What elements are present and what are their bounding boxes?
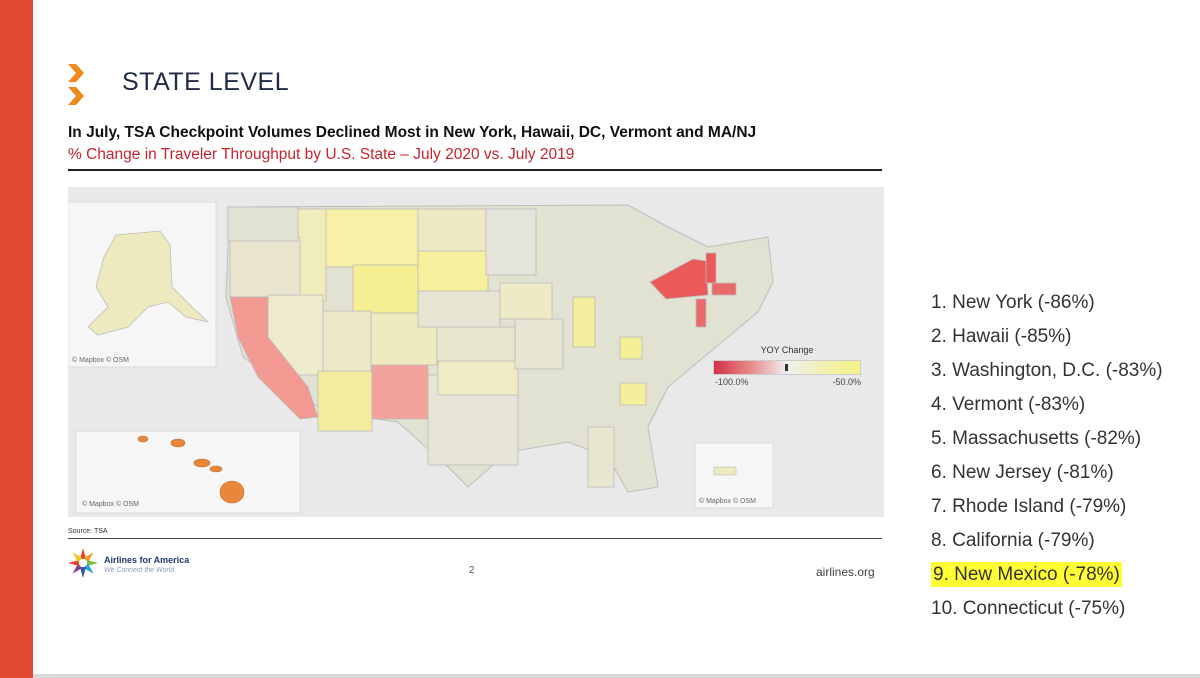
logo-name: Airlines for America bbox=[104, 555, 190, 565]
hawaii-inset bbox=[75, 430, 301, 514]
list-item: 8. California (-79%) bbox=[931, 528, 1163, 562]
list-item-text: 7. Rhode Island (-79%) bbox=[931, 496, 1127, 517]
map-canvas bbox=[68, 187, 884, 517]
legend-min-label: -100.0% bbox=[715, 377, 749, 387]
map-credit: © Mapbox © OSM bbox=[72, 357, 129, 364]
state-new-mexico bbox=[371, 364, 429, 420]
list-item-text: 9. New Mexico (-78%) bbox=[931, 562, 1122, 587]
list-item-text: 4. Vermont (-83%) bbox=[931, 394, 1086, 415]
state-south-carolina bbox=[619, 382, 647, 406]
state-california bbox=[229, 296, 319, 420]
list-item: 7. Rhode Island (-79%) bbox=[931, 494, 1163, 528]
airlines-for-america-logo-icon bbox=[68, 548, 98, 578]
map-credit: © Mapbox © OSM bbox=[699, 498, 756, 505]
list-item: 5. Massachusetts (-82%) bbox=[931, 426, 1163, 460]
choropleth-map[interactable]: © Mapbox © OSM © Mapbox © OSM © Mapbox ©… bbox=[68, 187, 884, 517]
state-north-dakota bbox=[417, 208, 487, 252]
state-ranking-list: 1. New York (-86%) 2. Hawaii (-85%) 3. W… bbox=[931, 290, 1163, 630]
state-iowa bbox=[499, 282, 553, 320]
state-wyoming bbox=[352, 264, 419, 314]
map-legend: YOY Change -100.0% -50.0% bbox=[713, 345, 863, 391]
state-west-virginia bbox=[619, 336, 643, 360]
state-missouri bbox=[514, 318, 564, 370]
legend-marker bbox=[785, 364, 788, 371]
state-south-dakota bbox=[417, 248, 489, 294]
bottom-divider bbox=[33, 674, 1200, 678]
state-kansas bbox=[436, 326, 516, 362]
accent-bar bbox=[0, 0, 33, 678]
state-hawaii bbox=[137, 435, 245, 504]
page-heading: STATE LEVEL bbox=[122, 68, 290, 96]
list-item-text: 6. New Jersey (-81%) bbox=[931, 462, 1114, 483]
state-nebraska bbox=[417, 290, 501, 328]
title-rule bbox=[68, 169, 882, 171]
list-item: 6. New Jersey (-81%) bbox=[931, 460, 1163, 494]
website-link[interactable]: airlines.org bbox=[816, 565, 875, 579]
source-note: Source: TSA bbox=[68, 528, 108, 535]
list-item-text: 5. Massachusetts (-82%) bbox=[931, 428, 1142, 449]
footer-rule bbox=[68, 538, 882, 539]
state-alaska bbox=[87, 230, 210, 336]
map-credit: © Mapbox © OSM bbox=[82, 501, 139, 508]
list-item-text: 2. Hawaii (-85%) bbox=[931, 326, 1072, 347]
logo-tagline: We Connect the World bbox=[104, 567, 175, 574]
chart-title: In July, TSA Checkpoint Volumes Declined… bbox=[68, 124, 757, 141]
list-item-text: 3. Washington, D.C. (-83%) bbox=[931, 360, 1163, 381]
list-item-text: 1. New York (-86%) bbox=[931, 292, 1095, 313]
state-washington bbox=[227, 206, 299, 242]
state-oklahoma bbox=[437, 360, 519, 396]
list-item: 2. Hawaii (-85%) bbox=[931, 324, 1163, 358]
list-item: 3. Washington, D.C. (-83%) bbox=[931, 358, 1163, 392]
territory-puerto-rico bbox=[713, 466, 737, 476]
state-utah bbox=[322, 310, 372, 372]
page-number: 2 bbox=[469, 565, 475, 576]
state-idaho bbox=[295, 208, 327, 302]
state-indiana bbox=[572, 296, 596, 348]
state-oregon bbox=[229, 236, 301, 298]
puerto-rico-inset bbox=[694, 442, 774, 509]
state-vermont bbox=[705, 252, 717, 284]
list-item: 1. New York (-86%) bbox=[931, 290, 1163, 324]
state-arizona bbox=[317, 370, 373, 432]
legend-color-ramp bbox=[713, 360, 861, 375]
legend-max-label: -50.0% bbox=[832, 377, 861, 387]
state-new-jersey bbox=[695, 298, 707, 328]
list-item-text: 8. California (-79%) bbox=[931, 530, 1095, 551]
state-minnesota bbox=[485, 208, 537, 276]
state-massachusetts bbox=[711, 282, 737, 296]
list-item: 10. Connecticut (-75%) bbox=[931, 596, 1163, 630]
chevron-bullet-icon bbox=[68, 64, 84, 105]
list-item: 4. Vermont (-83%) bbox=[931, 392, 1163, 426]
list-item-text: 10. Connecticut (-75%) bbox=[931, 598, 1126, 619]
state-florida bbox=[587, 426, 615, 488]
chart-subtitle: % Change in Traveler Throughput by U.S. … bbox=[68, 146, 575, 163]
list-item-highlighted: 9. New Mexico (-78%) bbox=[931, 562, 1163, 596]
legend-title: YOY Change bbox=[760, 345, 814, 355]
